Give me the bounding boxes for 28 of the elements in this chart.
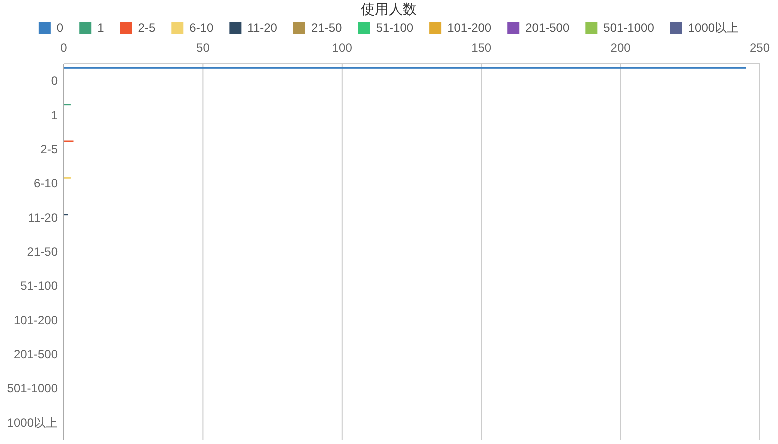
y-tick-label: 101-200 xyxy=(14,313,58,328)
x-tick-label: 0 xyxy=(60,41,68,55)
x-tick-label: 100 xyxy=(332,41,353,55)
chart-title: 使用人数 xyxy=(361,1,417,17)
y-tick-label: 201-500 xyxy=(14,348,58,362)
legend-label: 1 xyxy=(98,21,105,35)
legend-label: 51-100 xyxy=(376,21,414,35)
y-tick-label: 6-10 xyxy=(34,176,58,191)
legend-label: 6-10 xyxy=(190,21,214,35)
y-tick-label: 2-5 xyxy=(40,142,58,156)
x-tick-label: 150 xyxy=(472,41,492,55)
legend-label: 21-50 xyxy=(311,21,342,35)
legend-label: 11-20 xyxy=(248,21,278,35)
y-tick-label: 1 xyxy=(51,108,58,122)
y-tick-label: 1000以上 xyxy=(7,416,58,430)
y-tick-label: 51-100 xyxy=(20,279,58,294)
y-tick-label: 0 xyxy=(51,74,58,88)
legend-label: 201-500 xyxy=(526,21,570,35)
y-tick-label: 21-50 xyxy=(27,245,58,259)
y-tick-label: 501-1000 xyxy=(7,382,58,396)
y-tick-label: 11-20 xyxy=(28,210,58,225)
x-tick-label: 50 xyxy=(196,41,210,55)
x-tick-label: 200 xyxy=(610,41,632,55)
legend-label: 101-200 xyxy=(448,21,492,35)
legend-label: 501-1000 xyxy=(604,21,655,35)
x-tick-label: 250 xyxy=(750,41,770,55)
legend-label: 2-5 xyxy=(138,21,156,35)
legend-label: 1000以上 xyxy=(688,21,740,35)
